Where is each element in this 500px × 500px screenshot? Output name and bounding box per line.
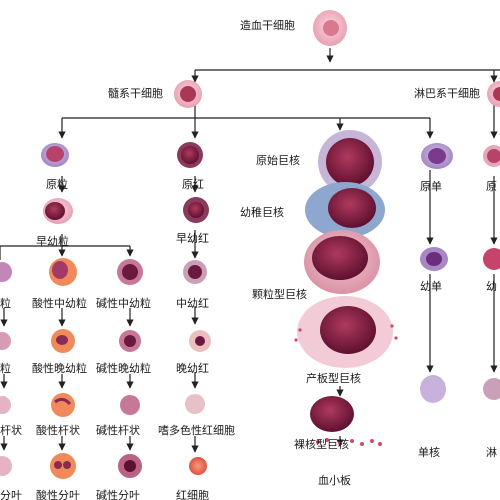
promyelocyte-cell xyxy=(43,198,73,224)
stem-cell xyxy=(313,10,347,46)
promonocyte-cell xyxy=(420,247,448,271)
lymphoblast-cell xyxy=(483,145,500,167)
basophil-myelocyte-cell xyxy=(117,259,143,285)
intermediate-erythroblast-cell xyxy=(183,260,207,284)
connector-lines xyxy=(0,48,500,453)
eosinophil-myelocyte-label: 酸性中幼粒 xyxy=(32,296,87,310)
basophil-band-cell xyxy=(120,395,140,415)
reticulocyte-cell xyxy=(185,394,205,414)
megakaryoblast-cell xyxy=(318,130,382,194)
late-erythroblast-cell xyxy=(189,330,211,352)
myeloid-stem-label: 髓系干细胞 xyxy=(108,87,163,100)
lymphoid-stem-label: 淋巴系干细胞 xyxy=(414,87,480,100)
intermediate-erythroblast-label: 中幼红 xyxy=(176,297,209,310)
eosinophil-segmented-label: 酸性分叶 xyxy=(36,488,80,500)
monoblast-label: 原单 xyxy=(420,180,442,193)
promegakaryocyte-cell xyxy=(305,182,385,238)
basophil-segmented-cell xyxy=(118,454,142,478)
neutrophil-myelocyte-label: 粒 xyxy=(0,296,11,310)
erythrocyte-cell xyxy=(189,457,207,475)
platelet-label: 血小板 xyxy=(318,473,351,487)
late-erythroblast-label: 晚幼红 xyxy=(176,362,209,375)
proerythroblast-cell xyxy=(177,142,203,168)
lymphoblast-label: 原 xyxy=(486,180,497,193)
eosinophil-segmented-cell xyxy=(50,453,76,479)
neutrophil-segmented-cell xyxy=(0,456,12,476)
naked-megakaryocyte-label: 裸核型巨核 xyxy=(294,437,349,451)
basophil-metamyelocyte-label: 碱性晚幼粒 xyxy=(96,361,151,375)
platelet-producing-megakaryocyte-label: 产板型巨核 xyxy=(306,371,361,385)
early-erythroblast-cell xyxy=(183,197,209,223)
stem-cell-label: 造血干细胞 xyxy=(240,18,295,32)
monoblast-cell xyxy=(421,143,453,169)
granular-megakaryocyte-label: 颗粒型巨核 xyxy=(252,287,307,301)
basophil-band-label: 碱性杆状 xyxy=(96,423,140,437)
eosinophil-metamyelocyte-cell xyxy=(51,329,75,353)
reticulocyte-label: 嗜多色性红细胞 xyxy=(158,423,235,437)
platelets xyxy=(294,324,398,446)
eosinophil-myelocyte-cell xyxy=(49,258,77,286)
lymphocyte-label: 淋 xyxy=(486,446,497,459)
granular-megakaryocyte-cell xyxy=(304,230,380,294)
lymphoid-stem-cell xyxy=(487,81,500,107)
eosinophil-band-label: 酸性杆状 xyxy=(36,423,80,437)
promyelocyte-label: 早幼粒 xyxy=(36,234,69,248)
eosinophil-metamyelocyte-label: 酸性晚幼粒 xyxy=(32,361,87,375)
neutrophil-segmented-label: 分叶 xyxy=(0,489,22,500)
monocyte-label: 单核 xyxy=(418,445,440,459)
naked-megakaryocyte-cell xyxy=(310,396,354,432)
erythrocyte-label: 红细胞 xyxy=(176,489,209,500)
myeloblast-cell xyxy=(41,143,69,167)
early-erythroblast-label: 早幼红 xyxy=(176,232,209,245)
neutrophil-metamyelocyte-label: 粒 xyxy=(0,361,11,375)
promonocyte-label: 幼单 xyxy=(420,280,442,293)
monocyte-cell xyxy=(420,375,446,403)
prolymphocyte-cell xyxy=(483,248,500,270)
myeloid-stem-cell xyxy=(174,80,202,108)
eosinophil-band-cell xyxy=(51,393,75,417)
neutrophil-myelocyte-cell xyxy=(0,262,12,282)
basophil-segmented-label: 碱性分叶 xyxy=(96,488,140,500)
neutrophil-band-cell xyxy=(0,396,11,414)
neutrophil-band-label: 杆状 xyxy=(0,423,22,437)
labels: 造血干细胞 髓系干细胞 淋巴系干细胞 原粒 早幼粒 粒 酸性中幼粒 碱性中幼粒 … xyxy=(0,18,497,500)
megakaryoblast-label: 原始巨核 xyxy=(256,153,300,167)
prolymphocyte-label: 幼 xyxy=(486,280,497,293)
myeloblast-label: 原粒 xyxy=(46,177,68,191)
platelet-producing-megakaryocyte-cell xyxy=(297,296,393,368)
basophil-metamyelocyte-cell xyxy=(119,330,141,352)
proerythroblast-label: 原红 xyxy=(182,178,204,191)
basophil-myelocyte-label: 碱性中幼粒 xyxy=(96,296,151,310)
neutrophil-metamyelocyte-cell xyxy=(0,332,11,350)
promegakaryocyte-label: 幼稚巨核 xyxy=(240,205,284,219)
lymphocyte-cell xyxy=(483,378,500,400)
